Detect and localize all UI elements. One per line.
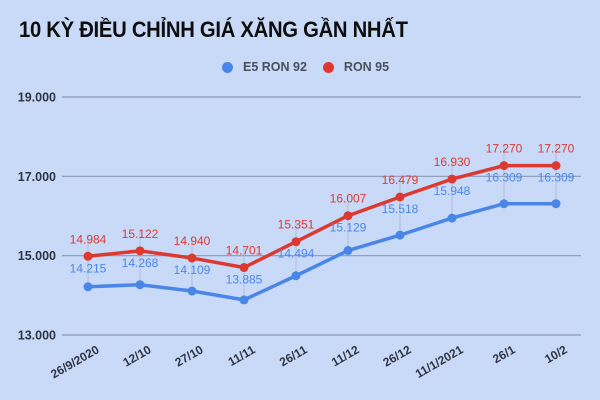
x-tick-label: 11/11 [226, 342, 258, 369]
data-point[interactable] [551, 199, 561, 209]
data-point[interactable] [187, 253, 197, 263]
y-tick-label: 17.000 [18, 170, 56, 184]
legend-label: E5 RON 92 [243, 60, 307, 74]
data-point[interactable] [135, 246, 145, 256]
data-point[interactable] [447, 213, 457, 223]
x-tick-label: 10/2 [542, 342, 570, 366]
x-tick-label: 12/10 [120, 342, 153, 369]
data-label: 14.984 [70, 232, 107, 246]
data-point[interactable] [135, 280, 145, 290]
data-label: 16.930 [434, 155, 471, 169]
data-label: 15.129 [330, 221, 367, 235]
data-label: 14.268 [122, 256, 159, 270]
data-label: 13.885 [226, 273, 263, 287]
data-label: 17.270 [486, 142, 523, 156]
x-tick-label: 26/1 [490, 342, 518, 366]
data-label: 14.215 [70, 261, 107, 275]
data-label: 17.270 [538, 142, 575, 156]
data-point[interactable] [551, 161, 561, 171]
y-tick-label: 15.000 [18, 249, 56, 263]
data-label: 16.309 [486, 171, 523, 185]
data-point[interactable] [83, 282, 93, 292]
data-point[interactable] [499, 161, 509, 171]
data-point[interactable] [499, 199, 509, 209]
x-tick-label: 11/12 [329, 342, 362, 369]
x-tick-label: 26/12 [380, 342, 413, 369]
data-label: 14.109 [174, 263, 211, 277]
x-tick-label: 26/11 [277, 342, 310, 369]
data-label: 16.479 [382, 173, 419, 187]
data-point[interactable] [291, 271, 301, 281]
y-tick-label: 13.000 [18, 329, 56, 343]
data-point[interactable] [187, 286, 197, 296]
data-label: 16.309 [538, 171, 575, 185]
data-label: 16.007 [330, 192, 367, 206]
legend-item-ron95: RON 95 [322, 60, 390, 74]
data-point[interactable] [291, 237, 301, 247]
data-point[interactable] [239, 295, 249, 305]
data-label: 15.518 [382, 202, 419, 216]
x-tick-label: 27/10 [172, 342, 205, 369]
series-line-e5-ron92 [87, 201, 556, 302]
data-label: 15.122 [122, 227, 159, 241]
x-tick-label: 11/1/2021 [413, 342, 466, 381]
data-point[interactable] [395, 230, 405, 240]
legend-dot-icon [222, 61, 233, 73]
series-line-ron95 [87, 163, 556, 270]
legend: E5 RON 92 RON 95 [222, 60, 405, 74]
legend-label: RON 95 [343, 60, 390, 74]
data-point[interactable] [395, 192, 405, 202]
data-point[interactable] [447, 174, 457, 184]
data-label: 15.948 [434, 184, 471, 198]
data-label: 14.494 [278, 247, 315, 261]
data-point[interactable] [239, 263, 249, 273]
data-point[interactable] [343, 246, 353, 256]
data-point[interactable] [83, 251, 93, 261]
legend-dot-icon [322, 61, 334, 73]
data-label: 14.701 [226, 244, 263, 258]
chart-title: 10 KỲ ĐIỀU CHỈNH GIÁ XĂNG GẦN NHẤT [19, 17, 408, 42]
x-tick-label: 26/9/2020 [48, 342, 102, 381]
y-tick-label: 19.000 [18, 91, 56, 105]
data-label: 14.940 [174, 234, 211, 248]
data-label: 15.351 [278, 218, 315, 232]
legend-item-e5-ron92: E5 RON 92 [222, 60, 307, 74]
data-point[interactable] [343, 211, 353, 221]
